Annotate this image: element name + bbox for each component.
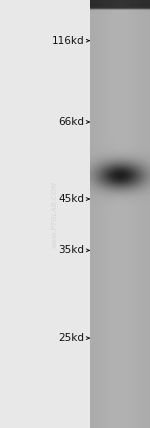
Text: www.PTGLAB.COM: www.PTGLAB.COM [51, 181, 57, 247]
Text: 116kd: 116kd [51, 36, 84, 46]
Text: 66kd: 66kd [58, 117, 84, 127]
Bar [0, 0, 90, 428]
Text: 35kd: 35kd [58, 245, 84, 256]
Text: 25kd: 25kd [58, 333, 84, 343]
Text: 45kd: 45kd [58, 194, 84, 204]
